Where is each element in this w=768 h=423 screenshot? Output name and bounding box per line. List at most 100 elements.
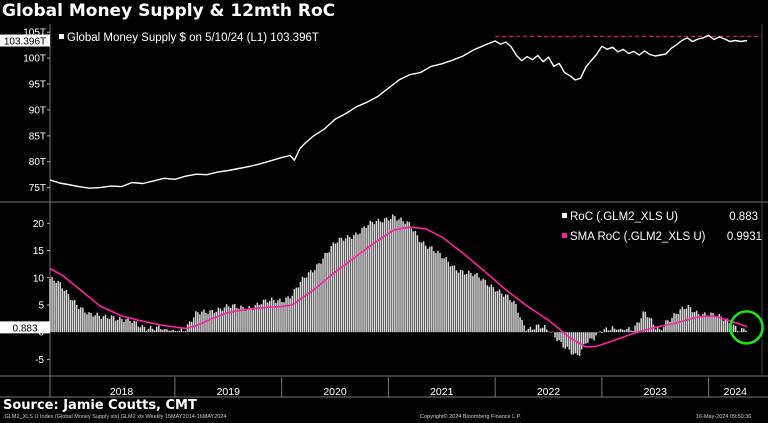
roc-bar [75, 304, 78, 333]
roc-bar [609, 330, 612, 333]
roc-bar [383, 218, 386, 333]
sma-legend-swatch [562, 233, 567, 238]
roc-bar [162, 329, 164, 333]
roc-bar [570, 332, 573, 355]
roc-bar [131, 323, 133, 333]
roc-bar [722, 320, 725, 333]
roc-bar [710, 312, 712, 333]
sma-roc-line [49, 226, 748, 348]
roc-bar [734, 325, 737, 333]
roc-bar [463, 274, 466, 333]
roc-bar [624, 330, 626, 333]
roc-bar [529, 326, 532, 333]
roc-bar [429, 246, 431, 333]
roc-bar [521, 319, 523, 333]
roc-bar [227, 306, 230, 333]
roc-bar [706, 315, 708, 333]
roc-bar [110, 315, 113, 333]
roc-bar [53, 280, 55, 333]
roc-bar [320, 263, 322, 333]
roc-bar [599, 331, 601, 333]
roc-bar [474, 274, 476, 333]
roc-bar [266, 302, 269, 333]
roc-bar [437, 250, 439, 333]
roc-bar [164, 328, 166, 333]
top-ytick-label: 85T [29, 131, 46, 142]
roc-bar [322, 258, 324, 333]
roc-bar [119, 316, 121, 333]
roc-bar [451, 265, 454, 333]
roc-legend-text: RoC (.GLM2_XLS U) [570, 211, 678, 223]
roc-bar [158, 325, 160, 333]
roc-bar [205, 312, 207, 333]
roc-bar [201, 311, 203, 333]
roc-bar [724, 319, 727, 333]
supply-legend-swatch [59, 34, 64, 39]
roc-bar [585, 332, 587, 344]
roc-bar [695, 310, 698, 333]
roc-bar [646, 317, 649, 333]
roc-bar [642, 311, 645, 333]
roc-bar [375, 220, 378, 333]
roc-bar [681, 306, 684, 333]
roc-bar [435, 252, 437, 333]
roc-bar [654, 329, 657, 333]
roc-bar [488, 286, 491, 333]
roc-bar [244, 310, 246, 333]
roc-bar [336, 242, 339, 333]
roc-bar [669, 321, 671, 333]
roc-bar [533, 329, 536, 333]
roc-bar [433, 251, 435, 333]
money-supply-line [49, 34, 748, 189]
roc-bar [699, 317, 702, 333]
roc-bar [51, 276, 53, 333]
roc-bar [168, 330, 170, 333]
roc-bar [449, 266, 452, 333]
roc-bar [492, 287, 495, 333]
roc-bar [314, 270, 316, 333]
roc-bar [665, 320, 667, 333]
roc-bar [254, 305, 257, 333]
roc-bar [702, 314, 704, 333]
x-tick-label: 2019 [217, 386, 241, 398]
roc-bar [355, 232, 357, 333]
chart-title: Global Money Supply & 12mth RoC [2, 1, 336, 21]
roc-bar [73, 300, 76, 333]
roc-bar [270, 297, 273, 333]
roc-bar [242, 307, 244, 333]
roc-bar [660, 330, 663, 333]
roc-bar [387, 220, 390, 333]
footer-copyright: Copyright© 2024 Bloomberg Finance L.P. [420, 414, 522, 420]
roc-bar [100, 318, 103, 333]
roc-bar [373, 224, 376, 333]
roc-bar [348, 237, 351, 333]
roc-bar [291, 295, 293, 333]
roc-bar [580, 332, 583, 350]
roc-bar [129, 320, 131, 333]
roc-bar [297, 287, 300, 333]
roc-bar [691, 312, 694, 333]
roc-bar [359, 233, 361, 333]
roc-bar [498, 289, 501, 333]
roc-bar [743, 328, 745, 333]
roc-bar [379, 221, 382, 333]
roc-bar [172, 329, 174, 333]
roc-bar [338, 237, 341, 333]
roc-bar [500, 293, 503, 333]
roc-bar [519, 317, 521, 333]
roc-bar [414, 230, 417, 333]
roc-bar [408, 221, 410, 333]
roc-bar [486, 285, 488, 333]
roc-bar [351, 238, 353, 333]
roc-bar [211, 309, 213, 333]
roc-bar [431, 246, 433, 333]
roc-bar [153, 330, 156, 333]
roc-bar [377, 218, 380, 333]
roc-bar [527, 328, 530, 333]
top-last-value-label: 103.396T [4, 37, 46, 48]
roc-bar [197, 312, 199, 333]
roc-bar [439, 252, 441, 333]
top-ytick-label: 90T [29, 105, 46, 116]
